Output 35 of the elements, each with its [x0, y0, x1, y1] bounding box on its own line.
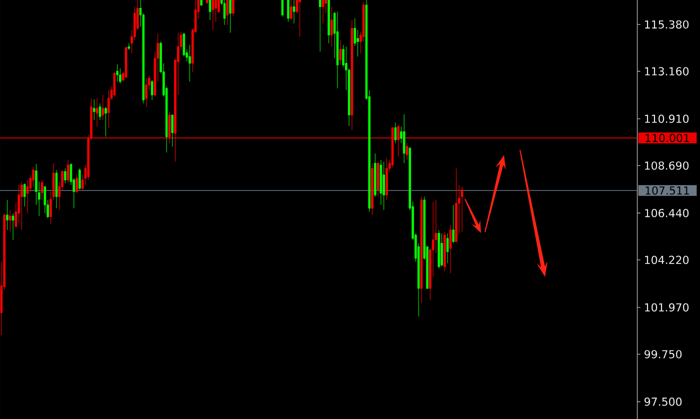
y-tick-label: 97.500 [644, 398, 682, 406]
candlestick [188, 44, 191, 82]
ref-line-label: 110.001 [646, 134, 689, 142]
candlestick [113, 71, 116, 97]
y-tick-label: 106.440 [645, 208, 689, 218]
y-tick-label: 99.750 [644, 350, 682, 358]
y-tick-label: 115.380 [645, 20, 689, 29]
candlestick [208, 0, 212, 20]
candlestick [324, 0, 328, 14]
candlestick [362, 1, 365, 42]
candlestick [226, 0, 229, 26]
candlestick [455, 168, 458, 242]
ref-line-label: 107.511 [646, 186, 689, 195]
candlestick [6, 200, 8, 230]
candlestick [446, 233, 449, 264]
candlestick [214, 0, 217, 22]
candlestick [298, 0, 301, 37]
candlestick [382, 161, 385, 210]
candlestick [292, 0, 296, 24]
candlestick [212, 0, 214, 30]
y-tick-label: 110.910 [645, 114, 689, 123]
candlestick [460, 186, 464, 232]
candlestick [402, 114, 406, 164]
candlestick [12, 213, 14, 240]
y-tick-label: 101.970 [645, 303, 689, 312]
candlestick [171, 114, 174, 147]
y-tick-label: 113.160 [645, 67, 689, 76]
candlestick [318, 0, 322, 52]
y-tick-label: 108.690 [645, 161, 689, 170]
candlestick [229, 0, 232, 33]
candlestick [339, 40, 342, 66]
y-tick-label: 104.220 [645, 256, 689, 264]
candlestick [330, 6, 333, 47]
candlestick [380, 160, 382, 206]
candlestick [96, 98, 98, 127]
